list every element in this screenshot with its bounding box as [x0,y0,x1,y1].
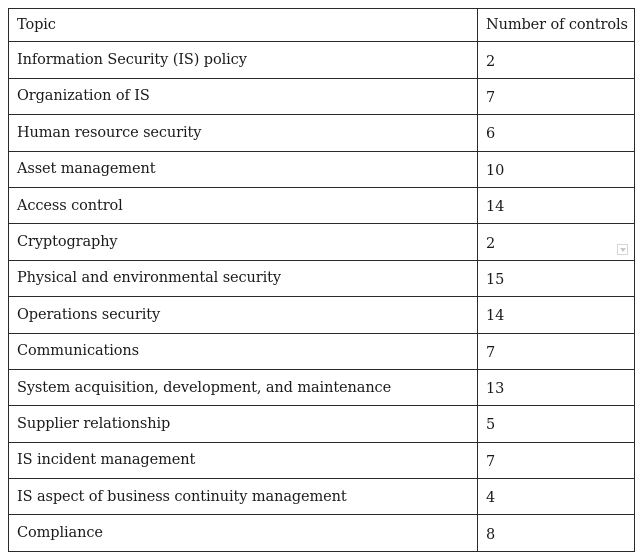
table-row: IS aspect of business continuity managem… [8,478,635,516]
count-cell: 7 [477,441,635,480]
topic-cell: IS incident management [8,441,478,480]
table-row: Operations security 14 [8,296,635,334]
topic-cell: System acquisition, development, and mai… [8,368,478,407]
table-row: Access control 14 [8,186,635,225]
count-cell: 8 [477,514,635,552]
topic-cell: IS aspect of business continuity managem… [8,478,478,516]
count-cell: 2 [477,223,635,261]
count-cell: 7 [477,77,635,116]
table-row: Asset management 10 [8,150,635,188]
topic-cell: Operations security [8,296,478,334]
table-row: Organization of IS 7 [8,77,635,116]
topic-cell: Supplier relationship [8,405,478,443]
table-row: Human resource security 6 [8,114,635,152]
count-cell: 2 [477,41,635,79]
topic-cell: Organization of IS [8,77,478,116]
topic-cell: Communications [8,332,478,370]
count-cell: 4 [477,478,635,516]
topic-cell: Cryptography [8,223,478,261]
count-cell: 14 [477,296,635,334]
topic-cell: Physical and environmental security [8,259,478,298]
table-row: IS incident management 7 [8,441,635,480]
topic-cell: Access control [8,186,478,225]
table-header-row: Topic Number of controls [8,7,635,43]
chevron-down-icon[interactable] [617,244,628,255]
count-cell: 7 [477,332,635,370]
count-cell: 13 [477,368,635,407]
controls-table: Topic Number of controls Information Sec… [8,7,635,552]
table-row: System acquisition, development, and mai… [8,368,635,407]
count-cell: 15 [477,259,635,298]
topic-cell: Asset management [8,150,478,188]
count-cell: 10 [477,150,635,188]
table-row: Communications 7 [8,332,635,370]
count-cell: 6 [477,114,635,152]
topic-cell: Compliance [8,514,478,552]
count-cell: 5 [477,405,635,443]
controls-table-container: Topic Number of controls Information Sec… [8,7,635,552]
header-number-of-controls: Number of controls [477,7,635,43]
table-row: Physical and environmental security 15 [8,259,635,298]
table-row: Compliance 8 [8,514,635,552]
header-topic: Topic [8,7,478,43]
table-row: Cryptography 2 [8,223,635,261]
topic-cell: Human resource security [8,114,478,152]
table-row: Information Security (IS) policy 2 [8,41,635,79]
count-cell: 14 [477,186,635,225]
topic-cell: Information Security (IS) policy [8,41,478,79]
table-row: Supplier relationship 5 [8,405,635,443]
